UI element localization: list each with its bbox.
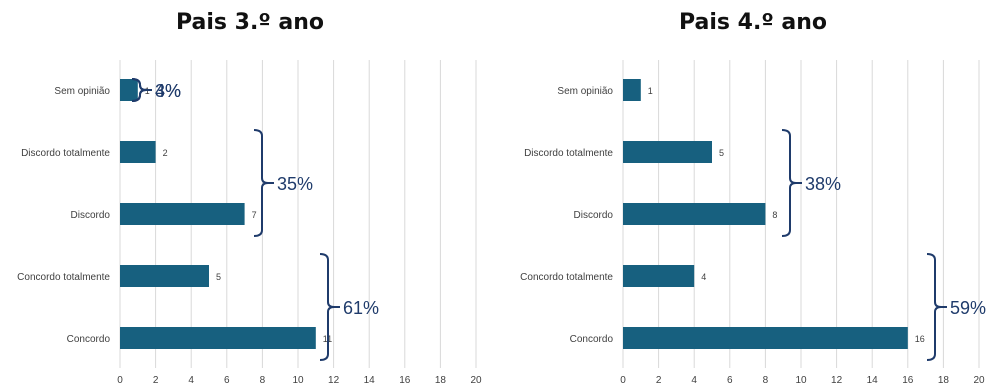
group-percentage-label: 59% [950,298,986,318]
data-label: 16 [915,334,925,344]
chart-3-ano: Pais 3.º ano 0 2 4 6 8 10 12 14 16 18 20 Sem opiniã… [0,0,500,389]
category-label: Discordo totalmente [524,148,613,159]
category-label: Concordo [570,334,614,345]
bar [623,203,766,225]
bar [623,141,712,163]
x-tick-label: 4 [188,375,194,386]
group-percentage-label: 3% [155,81,181,101]
bar [120,203,245,225]
group-percentage-label: 4% [155,81,181,101]
x-tick-label: 8 [763,375,769,386]
bar [120,327,316,349]
x-tick-label: 2 [656,375,662,386]
x-tick-label: 10 [795,375,807,386]
data-label: 5 [719,148,724,158]
group-percentage-label: 35% [277,174,313,194]
group-bracket [926,253,942,361]
category-label: Sem opinião [557,86,613,97]
chart-title: Pais 3.º ano [175,10,325,35]
chart-title: Pais 4.º ano [678,10,828,35]
bar [623,265,695,287]
category-label: Sem opinião [54,86,110,97]
x-tick-label: 14 [364,375,376,386]
category-label: Concordo totalmente [17,272,110,283]
data-label: 4 [701,272,706,282]
category-label: Concordo totalmente [520,272,613,283]
category-label: Concordo [67,334,111,345]
bar [120,265,209,287]
group-bracket [253,129,269,237]
category-label: Discordo [71,210,111,221]
bar [623,327,908,349]
x-tick-label: 16 [399,375,411,386]
data-label: 5 [216,272,221,282]
x-tick-label: 18 [938,375,950,386]
x-tick-label: 20 [470,375,482,386]
data-label: 8 [772,210,777,220]
x-tick-label: 14 [867,375,879,386]
x-tick-label: 20 [973,375,985,386]
x-tick-label: 12 [831,375,843,386]
group-percentage-label: 61% [343,298,379,318]
data-label: 2 [163,148,168,158]
bar [120,79,138,101]
category-label: Discordo totalmente [21,148,110,159]
x-tick-label: 0 [620,375,626,386]
data-label: 7 [252,210,257,220]
group-bracket [319,253,335,361]
x-tick-label: 8 [260,375,266,386]
chart-4-ano: Pais 4.º ano 0 2 4 6 8 10 12 14 16 18 20 Sem opiniã… [131,0,1003,389]
bar-chart-svg: 0 2 4 6 8 10 12 14 16 18 20 Sem opinião 1 Discordo to… [131,60,986,386]
x-tick-label: 18 [435,375,447,386]
category-label: Discordo [574,210,614,221]
x-tick-label: 6 [224,375,230,386]
bar [623,79,641,101]
x-tick-label: 4 [691,375,697,386]
bar [120,141,156,163]
x-tick-label: 0 [117,375,123,386]
data-label: 1 [648,86,653,96]
group-percentage-label: 38% [805,174,841,194]
x-tick-label: 16 [902,375,914,386]
group-bracket [781,129,797,237]
x-tick-label: 6 [727,375,733,386]
x-tick-label: 2 [153,375,159,386]
x-tick-label: 12 [328,375,340,386]
x-tick-label: 10 [292,375,304,386]
